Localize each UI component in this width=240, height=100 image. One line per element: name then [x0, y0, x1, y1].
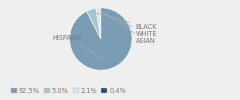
- Text: HISPANIC: HISPANIC: [52, 35, 104, 59]
- Wedge shape: [100, 8, 101, 39]
- Wedge shape: [96, 8, 101, 39]
- Wedge shape: [70, 8, 132, 70]
- Text: ASIAN: ASIAN: [103, 12, 156, 44]
- Text: WHITE: WHITE: [101, 12, 157, 37]
- Legend: 92.5%, 5.0%, 2.1%, 0.4%: 92.5%, 5.0%, 2.1%, 0.4%: [8, 85, 129, 97]
- Wedge shape: [87, 8, 101, 39]
- Text: BLACK: BLACK: [95, 12, 157, 30]
